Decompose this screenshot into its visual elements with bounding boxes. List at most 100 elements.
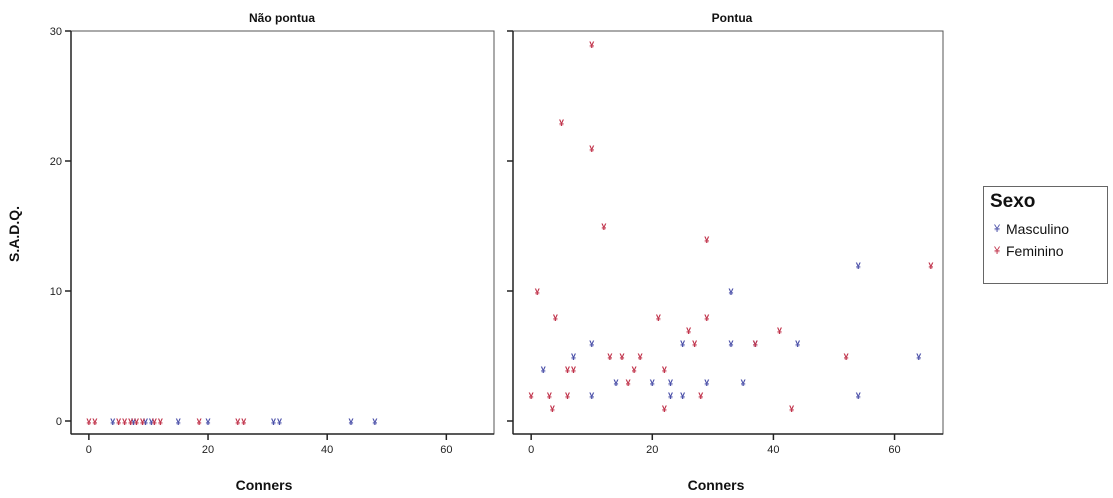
data-point-masculino: ¥ [680,391,685,401]
data-point-masculino: ¥ [110,417,115,427]
legend-title: Sexo [990,191,1036,212]
data-point-masculino: ¥ [131,417,136,427]
x-tick-label: 20 [646,444,658,456]
data-point-feminino: ¥ [777,326,782,336]
data-point-feminino: ¥ [626,378,631,388]
data-point-feminino: ¥ [565,391,570,401]
data-point-feminino: ¥ [550,404,555,414]
data-point-feminino: ¥ [122,417,127,427]
y-tick-label: 30 [50,26,62,38]
legend: Sexo ¥ Masculino ¥ Feminino [983,186,1108,284]
data-point-masculino: ¥ [704,378,709,388]
legend-label-feminino: Feminino [1006,243,1064,259]
data-point-feminino: ¥ [844,352,849,362]
data-point-feminino: ¥ [529,391,534,401]
data-point-feminino: ¥ [607,352,612,362]
x-tick-label: 60 [440,444,452,456]
data-point-feminino: ¥ [86,417,91,427]
data-point-masculino: ¥ [589,391,594,401]
data-point-masculino: ¥ [149,417,154,427]
data-point-feminino: ¥ [601,222,606,232]
panel-title-pontua: Pontua [712,11,753,25]
x-tick-label: 60 [888,444,900,456]
x-axis-label-right: Conners [688,477,745,493]
data-point-feminino: ¥ [547,391,552,401]
data-point-feminino: ¥ [535,287,540,297]
data-point-feminino: ¥ [928,261,933,271]
data-point-feminino: ¥ [692,339,697,349]
x-tick-label: 0 [86,444,92,456]
data-point-masculino: ¥ [741,378,746,388]
data-point-masculino: ¥ [372,417,377,427]
data-point-masculino: ¥ [143,417,148,427]
y-tick-label: 20 [50,156,62,168]
legend-marker-masculino: ¥ [993,223,1001,235]
data-point-feminino: ¥ [753,339,758,349]
data-point-feminino: ¥ [698,391,703,401]
data-point-feminino: ¥ [704,235,709,245]
data-point-masculino: ¥ [541,365,546,375]
data-point-feminino: ¥ [553,313,558,323]
x-tick-label: 40 [767,444,779,456]
data-point-feminino: ¥ [140,417,145,427]
data-point-feminino: ¥ [158,417,163,427]
data-point-masculino: ¥ [277,417,282,427]
legend-item-feminino: ¥ Feminino [990,243,1064,259]
tick-group-right: 0 20 40 60 [507,30,901,456]
data-point-feminino: ¥ [241,417,246,427]
data-point-feminino: ¥ [559,118,564,128]
data-point-masculino: ¥ [668,378,673,388]
data-point-masculino: ¥ [349,417,354,427]
data-point-feminino: ¥ [662,365,667,375]
data-point-feminino: ¥ [704,313,709,323]
data-point-feminino: ¥ [632,365,637,375]
data-point-feminino: ¥ [789,404,794,414]
points-group-right: ¥¥¥¥¥ ¥ ¥¥ ¥¥¥¥¥¥¥ ¥¥¥¥¥¥¥¥¥¥¥¥ ¥¥¥¥¥ ¥¥¥¥¥¥¥¥… [529,40,934,414]
data-point-feminino: ¥ [197,417,202,427]
data-point-masculino: ¥ [680,339,685,349]
panel-frame-left [70,30,495,435]
panel-title-nao-pontua: Não pontua [249,11,315,25]
data-point-feminino: ¥ [589,40,594,50]
data-point-feminino: ¥ [128,417,133,427]
data-point-masculino: ¥ [571,352,576,362]
data-point-feminino: ¥ [662,404,667,414]
legend-label-masculino: Masculino [1006,221,1070,237]
data-point-masculino: ¥ [729,287,734,297]
y-tick-label: 10 [50,286,62,298]
x-tick-label: 20 [202,444,214,456]
data-point-feminino: ¥ [92,417,97,427]
data-point-feminino: ¥ [116,417,121,427]
data-point-masculino: ¥ [176,417,181,427]
data-point-masculino: ¥ [650,378,655,388]
data-point-masculino: ¥ [856,261,861,271]
y-axis-label: S.A.D.Q. [6,206,22,262]
data-point-masculino: ¥ [729,339,734,349]
data-point-feminino: ¥ [638,352,643,362]
legend-item-masculino: ¥ Masculino [990,221,1069,237]
y-tick-label: 0 [56,416,62,428]
x-tick-label: 40 [321,444,333,456]
data-point-masculino: ¥ [916,352,921,362]
tick-group-left: 0 10 20 30 0 20 40 60 [50,26,453,456]
data-point-masculino: ¥ [206,417,211,427]
data-point-masculino: ¥ [271,417,276,427]
data-point-feminino: ¥ [656,313,661,323]
data-point-feminino: ¥ [235,417,240,427]
data-point-masculino: ¥ [856,391,861,401]
data-point-feminino: ¥ [134,417,139,427]
data-point-masculino: ¥ [613,378,618,388]
data-point-feminino: ¥ [152,417,157,427]
data-point-masculino: ¥ [795,339,800,349]
data-point-masculino: ¥ [753,339,758,349]
x-tick-label: 0 [528,444,534,456]
x-axis-label-left: Conners [236,477,293,493]
data-point-masculino: ¥ [589,339,594,349]
data-point-feminino: ¥ [589,144,594,154]
panel-pontua: Pontua 0 20 40 60 ¥¥¥¥¥ ¥ ¥¥ ¥¥¥¥¥¥¥ ¥¥¥¥¥¥¥¥¥¥… [507,11,944,456]
data-point-feminino: ¥ [571,365,576,375]
data-point-feminino: ¥ [620,352,625,362]
data-point-feminino: ¥ [686,326,691,336]
